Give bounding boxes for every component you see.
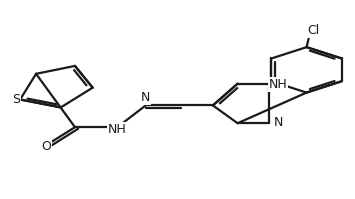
Text: O: O: [42, 140, 51, 153]
Text: NH: NH: [269, 78, 288, 91]
Text: S: S: [12, 93, 20, 106]
Text: N: N: [141, 91, 151, 104]
Text: Cl: Cl: [307, 24, 320, 37]
Text: N: N: [274, 116, 283, 129]
Text: NH: NH: [108, 123, 127, 136]
